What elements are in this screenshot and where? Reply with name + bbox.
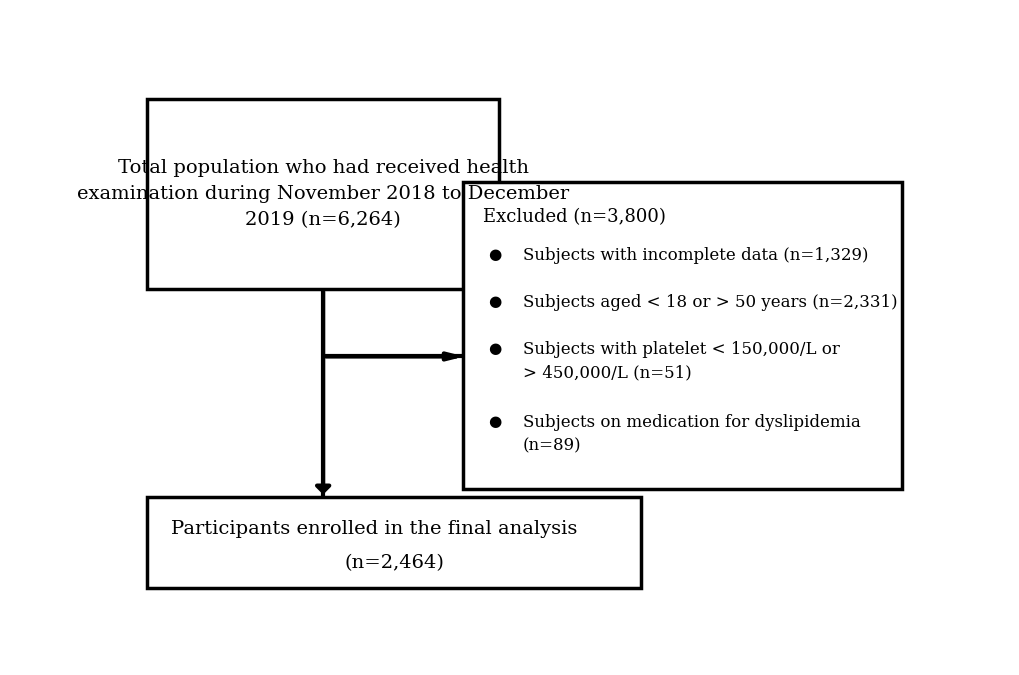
Text: Subjects aged < 18 or > 50 years (n=2,331): Subjects aged < 18 or > 50 years (n=2,33…	[522, 294, 897, 311]
Bar	[147, 497, 641, 588]
Text: ●: ●	[488, 294, 501, 309]
Text: Subjects with platelet < 150,000/L or
> 450,000/L (n=51): Subjects with platelet < 150,000/L or > …	[522, 341, 839, 381]
Bar	[463, 182, 902, 489]
Text: Excluded (n=3,800): Excluded (n=3,800)	[483, 209, 665, 226]
Text: Subjects with incomplete data (n=1,329): Subjects with incomplete data (n=1,329)	[522, 247, 867, 265]
Text: (n=2,464): (n=2,464)	[344, 554, 444, 572]
Text: ●: ●	[488, 247, 501, 263]
Text: Participants enrolled in the final analysis: Participants enrolled in the final analy…	[171, 520, 577, 538]
Text: Total population who had received health
examination during November 2018 to Dec: Total population who had received health…	[77, 159, 569, 230]
Text: ●: ●	[488, 341, 501, 356]
Text: Subjects on medication for dyslipidemia
(n=89): Subjects on medication for dyslipidemia …	[522, 414, 860, 454]
Bar	[147, 99, 498, 289]
Text: ●: ●	[488, 414, 501, 429]
